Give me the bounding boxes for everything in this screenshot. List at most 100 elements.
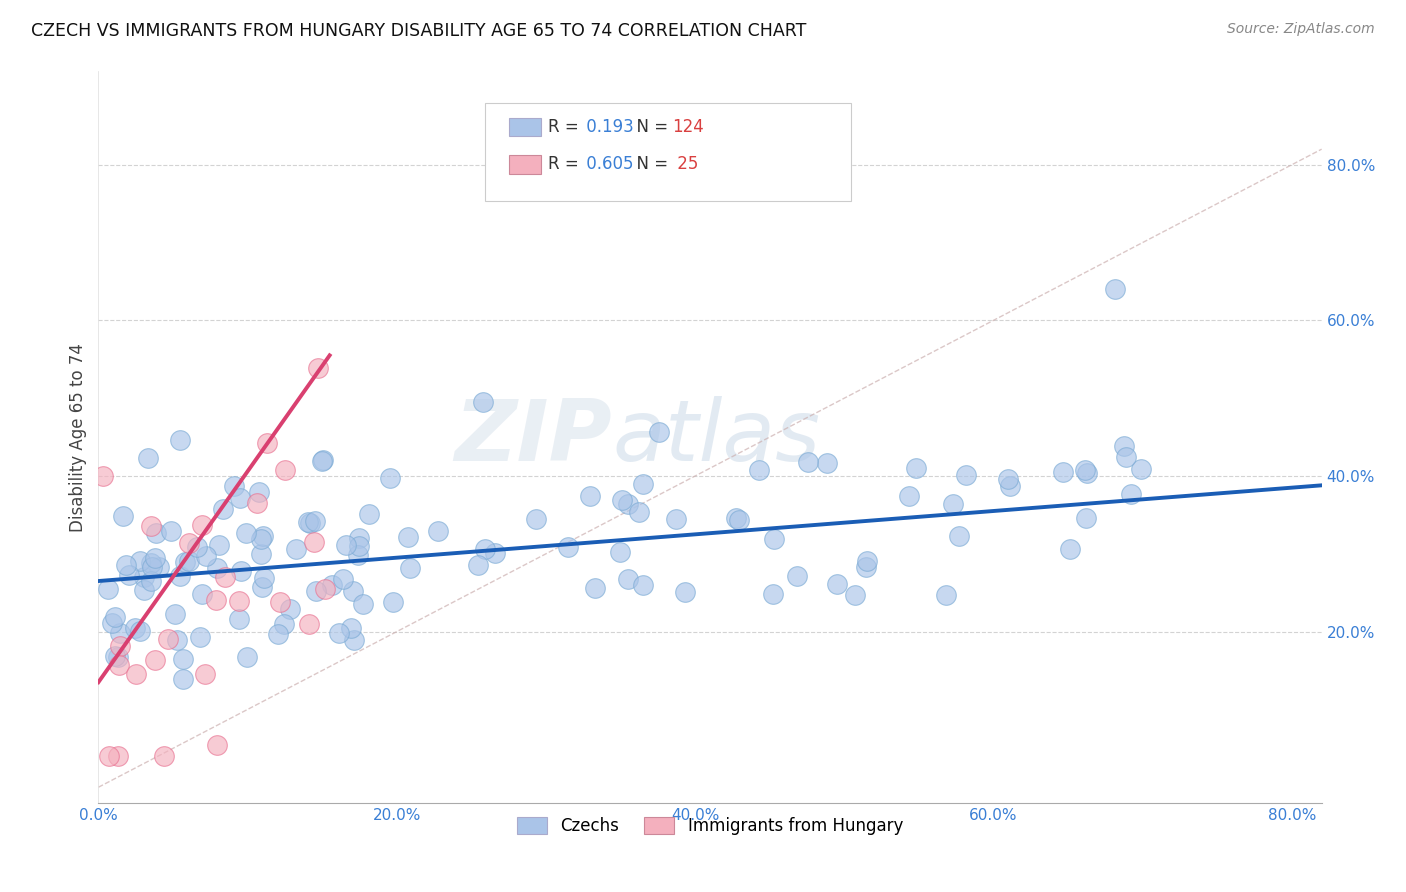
Point (250, 580, 273, 594)
Point (321, 578, 343, 592)
Point (107, 749, 129, 764)
Point (396, 530, 419, 544)
Point (302, 535, 325, 549)
Point (856, 554, 879, 568)
Point (398, 561, 420, 575)
Point (128, 554, 150, 568)
Point (467, 558, 489, 572)
Point (172, 672, 194, 686)
Point (728, 513, 751, 527)
Point (1076, 511, 1098, 525)
Point (1073, 463, 1095, 477)
Text: CZECH VS IMMIGRANTS FROM HUNGARY DISABILITY AGE 65 TO 74 CORRELATION CHART: CZECH VS IMMIGRANTS FROM HUNGARY DISABIL… (31, 22, 806, 40)
Point (815, 456, 838, 470)
Point (633, 477, 655, 491)
Point (141, 574, 163, 588)
Point (725, 510, 748, 524)
Point (335, 538, 357, 552)
Y-axis label: Disability Age 65 to 74: Disability Age 65 to 74 (69, 343, 87, 532)
Text: 0.193: 0.193 (581, 118, 634, 136)
Point (205, 738, 228, 752)
Point (673, 585, 696, 599)
Point (228, 593, 250, 607)
Point (236, 649, 259, 664)
Point (231, 564, 253, 578)
Point (484, 546, 506, 560)
Point (797, 455, 820, 469)
Point (179, 535, 201, 549)
Point (557, 540, 579, 554)
Point (332, 572, 354, 586)
Point (342, 584, 364, 599)
Point (194, 549, 217, 564)
Point (997, 472, 1019, 486)
Text: 124: 124 (672, 118, 704, 136)
Point (169, 569, 191, 583)
Point (143, 653, 166, 667)
Point (246, 496, 269, 510)
Point (166, 632, 188, 647)
Point (1130, 461, 1153, 475)
Point (129, 624, 152, 638)
Point (347, 531, 370, 545)
Point (247, 484, 270, 499)
Point (160, 524, 183, 538)
Point (297, 515, 319, 529)
Point (214, 569, 236, 583)
Point (252, 529, 274, 543)
Point (307, 360, 329, 375)
Point (186, 541, 208, 555)
Point (124, 621, 146, 635)
Text: Source: ZipAtlas.com: Source: ZipAtlas.com (1227, 22, 1375, 37)
Point (285, 541, 308, 556)
Point (855, 560, 877, 574)
Point (139, 556, 162, 570)
Point (378, 471, 401, 485)
Text: 0.605: 0.605 (581, 155, 633, 173)
Point (935, 588, 957, 602)
Point (152, 749, 174, 764)
Point (157, 632, 180, 646)
Point (250, 547, 273, 561)
Point (143, 550, 166, 565)
Point (205, 561, 228, 575)
Point (897, 489, 920, 503)
Point (229, 491, 252, 506)
Point (312, 453, 335, 467)
Point (631, 578, 654, 592)
Point (212, 501, 235, 516)
Point (343, 633, 366, 648)
Point (328, 626, 350, 640)
Text: R =: R = (548, 155, 585, 173)
Text: ZIP: ZIP (454, 395, 612, 479)
Point (844, 588, 866, 602)
Point (136, 450, 159, 465)
Point (998, 479, 1021, 493)
Point (665, 512, 688, 526)
Point (314, 582, 336, 596)
Point (524, 512, 547, 526)
Text: N =: N = (626, 155, 673, 173)
Point (274, 463, 297, 477)
Point (188, 630, 211, 644)
Point (115, 558, 138, 573)
Point (299, 516, 322, 530)
Point (97, 582, 120, 596)
Point (617, 497, 640, 511)
Point (474, 542, 496, 557)
Point (267, 626, 290, 640)
Point (172, 651, 194, 665)
Point (194, 667, 217, 681)
Point (249, 533, 271, 547)
Point (205, 593, 228, 607)
Point (273, 616, 295, 631)
Point (269, 595, 291, 609)
Point (108, 657, 131, 672)
Point (132, 570, 155, 584)
Point (256, 435, 278, 450)
Point (111, 508, 134, 523)
Point (628, 504, 651, 518)
Point (253, 571, 276, 585)
Point (177, 554, 200, 568)
Point (305, 583, 328, 598)
